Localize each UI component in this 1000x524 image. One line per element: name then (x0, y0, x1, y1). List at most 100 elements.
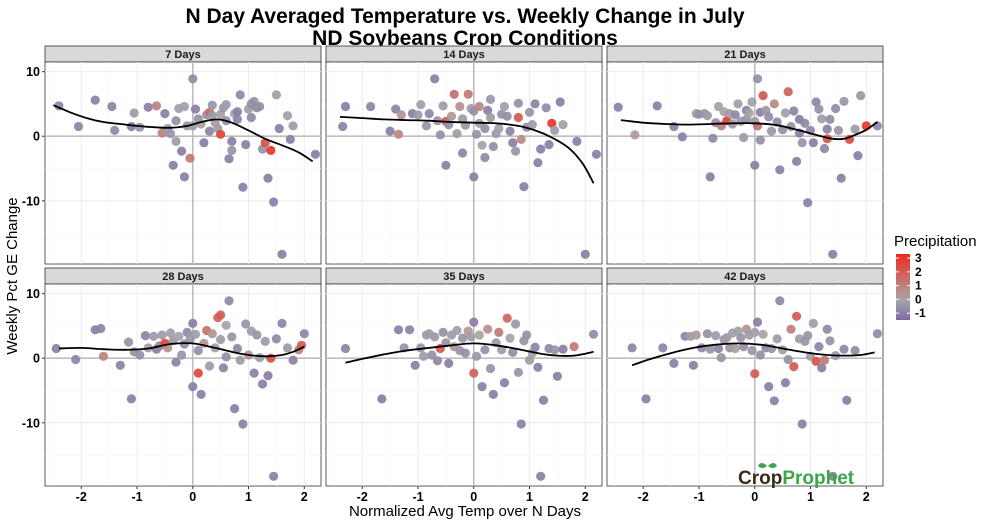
scatter-point (538, 395, 549, 405)
scatter-point (736, 333, 746, 343)
scatter-point (522, 330, 532, 340)
scatter-point (750, 160, 760, 170)
scatter-point (416, 343, 426, 353)
scatter-point (149, 331, 159, 341)
scatter-point (179, 101, 189, 112)
scatter-point (803, 198, 813, 208)
scatter-point (252, 330, 262, 340)
scatter-point (207, 111, 217, 121)
scatter-point (160, 109, 170, 119)
scatter-point (263, 173, 273, 183)
scatter-point (733, 99, 743, 109)
scatter-point (480, 345, 490, 355)
scatter-point (421, 121, 431, 131)
scatter-point (739, 132, 749, 143)
scatter-point (232, 114, 242, 124)
scatter-point (811, 356, 821, 366)
scatter-point (241, 140, 251, 150)
facet-plot-area (325, 61, 603, 265)
scatter-point (393, 129, 404, 139)
scatter-point (98, 351, 109, 361)
facet-panel: 28 Days (44, 267, 322, 487)
scatter-point (238, 419, 248, 429)
scatter-point (705, 172, 715, 182)
scatter-point (591, 149, 602, 159)
scatter-point (232, 343, 242, 354)
scatter-point (255, 353, 265, 363)
facet-panel: 14 Days (325, 45, 603, 265)
y-tick-label: 0 (33, 130, 40, 144)
scatter-point (107, 101, 117, 112)
scatter-point (424, 109, 434, 119)
scatter-point (505, 126, 515, 136)
scatter-point (396, 110, 406, 120)
scatter-point (536, 144, 546, 154)
scatter-point (702, 329, 713, 339)
scatter-point (193, 368, 203, 378)
scatter-point (524, 355, 535, 365)
scatter-point (288, 121, 298, 131)
scatter-point (277, 318, 287, 328)
logo-text-crop: Crop (738, 468, 782, 489)
scatter-point (207, 329, 217, 339)
scatter-point (814, 104, 824, 114)
scatter-point (691, 330, 701, 340)
scatter-point (658, 343, 668, 353)
scatter-point (641, 394, 651, 404)
scatter-point (775, 296, 785, 306)
scatter-point (221, 320, 231, 330)
scatter-point (483, 324, 493, 334)
scatter-point (458, 333, 468, 343)
scatter-point (90, 95, 100, 105)
scatter-point (235, 355, 245, 365)
legend-label: 1 (915, 279, 922, 293)
scatter-point (497, 345, 507, 355)
facet-plot-area (325, 283, 603, 487)
scatter-point (630, 130, 640, 140)
scatter-point (477, 382, 487, 392)
scatter-point (190, 104, 201, 114)
scatter-point (513, 112, 524, 123)
scatter-point (441, 160, 451, 170)
scatter-point (730, 343, 740, 354)
scatter-point (216, 334, 226, 345)
scatter-point (207, 100, 217, 110)
scatter-point (513, 367, 524, 377)
scatter-point (485, 94, 496, 104)
scatter-point (789, 106, 799, 116)
scatter-point (460, 348, 470, 358)
scatter-point (730, 110, 740, 120)
scatter-point (310, 149, 320, 159)
scatter-point (499, 378, 509, 388)
leaf-icon (758, 463, 767, 468)
scatter-point (474, 330, 484, 340)
scatter-point (458, 148, 468, 158)
scatter-point (669, 358, 679, 368)
scatter-point (452, 129, 462, 139)
scatter-point (266, 353, 276, 363)
y-tick-label: 10 (26, 65, 40, 79)
scatter-point (110, 125, 120, 135)
scatter-point (271, 90, 281, 100)
scatter-point (766, 126, 777, 136)
facet-strip-label: 7 Days (165, 49, 200, 61)
scatter-point (288, 355, 298, 365)
scatter-point (427, 350, 437, 360)
scatter-point (533, 158, 543, 168)
scatter-point (446, 111, 457, 121)
scatter-point (260, 336, 270, 346)
scatter-point (819, 355, 830, 365)
scatter-point (469, 172, 479, 182)
x-tick-label: 1 (526, 490, 533, 504)
scatter-point (204, 126, 215, 136)
scatter-point (541, 103, 551, 113)
scatter-point (800, 118, 810, 128)
scatter-point (750, 369, 760, 379)
scatter-point (817, 114, 827, 124)
scatter-point (783, 354, 793, 365)
scatter-point (828, 249, 838, 259)
scatter-point (340, 101, 351, 112)
scatter-point (702, 111, 713, 121)
